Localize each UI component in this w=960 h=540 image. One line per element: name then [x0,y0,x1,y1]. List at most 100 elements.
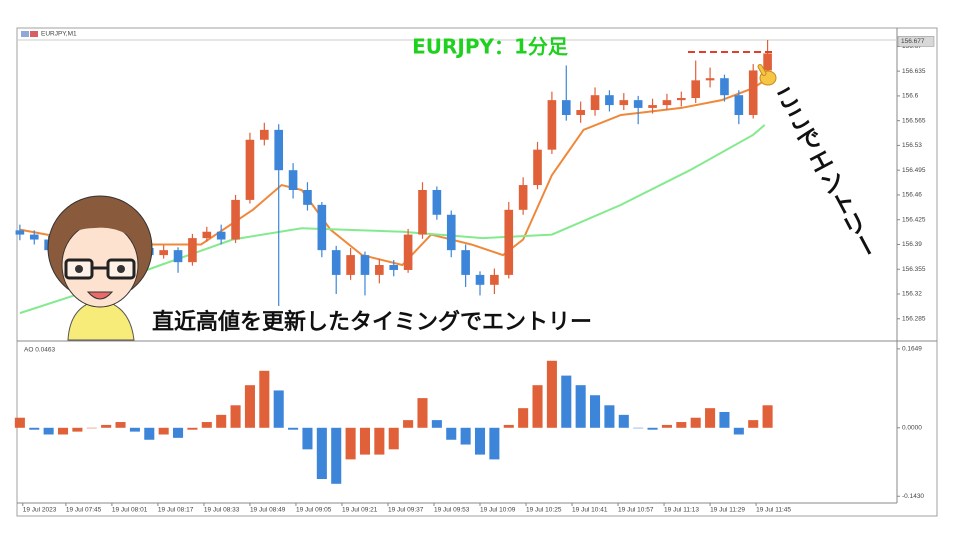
y-tick-label: -0.1430 [902,493,924,500]
candle-body [633,100,643,108]
ao-bar [546,360,557,428]
candle-body [547,100,557,150]
candle-body [662,100,672,106]
x-tick-label: 19 Jul 08:33 [204,507,240,514]
ao-bar [302,427,313,450]
ao-bar [661,424,672,428]
y-tick-label: 156.495 [902,167,926,174]
ao-bar [748,420,759,428]
x-tick-label: 19 Jul 08:17 [158,507,194,514]
last-price-label: 156.677 [901,38,925,45]
ao-bar [216,414,227,428]
ao-bar [115,422,126,428]
ao-bar [101,424,112,428]
ao-bar [705,408,716,428]
y-tick-label: 156.285 [902,315,926,322]
ao-bar [431,420,442,428]
ao-bar [417,398,428,428]
ao-bar [14,417,25,428]
candle-body [446,214,456,251]
x-tick-label: 19 Jul 08:49 [250,507,286,514]
x-tick-label: 19 Jul 09:37 [388,507,424,514]
y-tick-label: 156.39 [902,241,922,248]
candle-body [403,234,413,270]
x-tick-label: 19 Jul 10:09 [480,507,516,514]
x-tick-label: 19 Jul 11:29 [710,507,745,514]
ao-bar [158,427,169,435]
ao-bar [129,427,140,432]
ao-bar [762,405,773,428]
candle-body [216,231,226,240]
candle-body [317,204,327,251]
ao-bar [374,427,385,455]
ao-bar [86,427,97,429]
candle-body [748,70,758,115]
candle-body [231,199,240,240]
ao-bar [604,405,615,428]
x-tick-label: 19 Jul 2023 [23,507,57,514]
ao-bar [460,427,471,445]
candle-body [245,139,255,200]
candle-body [705,78,715,81]
illustration [47,195,153,341]
candle-body [389,265,399,270]
ao-bar [29,427,40,430]
ao-bar [331,427,342,484]
ao-bar [690,417,701,428]
y-tick-label: 156.53 [902,142,922,149]
ao-bar [561,375,572,428]
ao-bar [201,422,212,428]
ao-bar [474,427,486,455]
ao-bar [618,414,629,428]
ao-bar [316,427,327,480]
ao-bar [144,427,155,440]
ao-bar [719,411,730,428]
candle-body [475,274,485,285]
x-tick-label: 19 Jul 10:57 [618,507,654,514]
candle-body [303,190,312,205]
last-price-box [897,36,935,47]
chart-title: EURJPY：1分足 [412,35,569,59]
candle-body [490,274,499,285]
ao-bar [72,427,83,432]
candle-body [619,100,629,106]
headline-bg [146,306,668,340]
window-icon [21,31,29,37]
x-tick-label: 19 Jul 07:45 [66,507,102,514]
candle-body [561,100,571,115]
ao-bar [273,390,284,428]
y-tick-label: 156.635 [902,68,926,75]
ao-bar [676,422,687,428]
ao-bar [345,427,356,460]
x-tick-label: 19 Jul 10:25 [526,507,562,514]
candle-body [360,255,370,275]
ao-bar [43,427,54,435]
candle-body [202,231,212,239]
ao-bar [532,385,543,428]
x-tick-label: 19 Jul 11:45 [756,507,791,514]
ao-bar [57,427,69,435]
candle-body [677,98,686,101]
candle-body [346,255,355,275]
candle-body [260,129,269,140]
x-tick-label: 19 Jul 09:21 [342,507,378,514]
ao-bar [446,427,457,440]
candle-body [605,95,614,106]
candle-body [518,185,528,210]
ao-bar [518,408,529,428]
ao-bar [359,427,371,455]
ao-bar [489,427,500,460]
candle-body [720,78,729,96]
y-tick-label: 156.46 [902,192,922,199]
ao-bar [187,427,198,430]
ao-bar [173,427,184,438]
ao-bar [733,427,744,435]
ao-bar [403,420,414,428]
ao-bar [590,395,601,428]
ao-bar [575,385,586,428]
ao-bar [647,427,658,430]
candle-body [763,53,772,71]
moving-average [19,124,766,315]
x-tick-label: 19 Jul 08:01 [112,507,148,514]
